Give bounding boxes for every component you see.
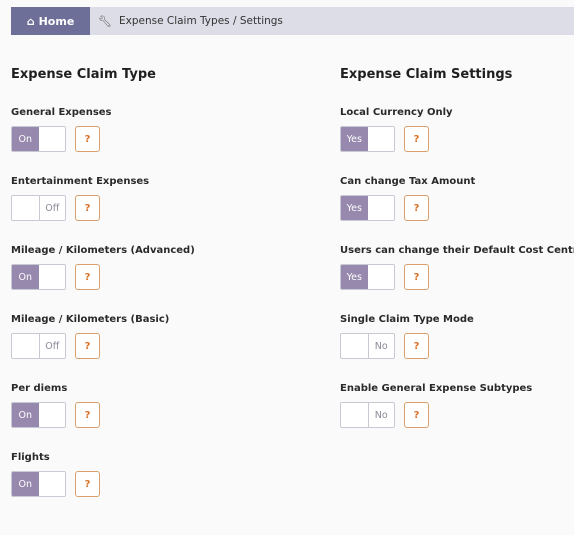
toggle-off-half [38,472,65,496]
setting-label: Per diems [11,383,68,394]
setting-controls: No? [340,333,474,359]
toggle-value: Off [45,340,60,352]
toggle-on-half: Yes [341,196,368,220]
setting-controls: On? [11,126,112,152]
setting-label: Mileage / Kilometers (Advanced) [11,245,195,256]
toggle-value: Yes [346,133,362,145]
setting-label: Single Claim Type Mode [340,314,474,325]
toggle-value: No [374,340,388,352]
toggle-mileage-kilometers-basic[interactable]: Off [11,333,66,359]
toggle-entertainment-expenses[interactable]: Off [11,195,66,221]
setting-label: Users can change their Default Cost Cent… [340,245,574,256]
toggle-per-diems[interactable]: On [11,402,66,428]
setting-controls: On? [11,471,100,497]
expense-claim-settings-title: Expense Claim Settings [340,67,513,82]
help-button[interactable]: ? [75,264,100,290]
setting-controls: On? [11,402,100,428]
setting-flights: Flights On? [11,452,100,497]
toggle-on-half [341,334,368,358]
toggle-value: On [18,409,33,421]
toggle-on-half: Yes [341,127,368,151]
setting-label: Mileage / Kilometers (Basic) [11,314,170,325]
help-button[interactable]: ? [404,333,429,359]
toggle-off-half [38,265,65,289]
setting-local-currency-only: Local Currency Only Yes? [340,107,453,152]
toggle-value: Off [45,202,60,214]
toggle-single-claim-type-mode[interactable]: No [340,333,395,359]
setting-controls: Yes? [340,126,453,152]
help-button[interactable]: ? [404,195,429,221]
toggle-off-half [367,127,394,151]
toggle-enable-general-expense-subtypes[interactable]: No [340,402,395,428]
help-button[interactable]: ? [404,264,429,290]
toggle-value: Yes [346,202,362,214]
setting-label: General Expenses [11,107,112,118]
setting-entertainment-expenses: Entertainment Expenses Off? [11,176,149,221]
toggle-on-half [12,334,39,358]
setting-general-expenses: General Expenses On? [11,107,112,152]
setting-per-diems: Per diems On? [11,383,100,428]
toggle-value: On [18,478,33,490]
breadcrumb-path-text: Expense Claim Types / Settings [118,15,283,27]
setting-label: Local Currency Only [340,107,453,118]
toggle-on-half: Yes [341,265,368,289]
setting-controls: Off? [11,333,169,359]
setting-controls: On? [11,264,195,290]
help-button[interactable]: ? [75,402,100,428]
toggle-on-half: On [12,403,39,427]
toggle-mileage-kilometers-advanced[interactable]: On [11,264,66,290]
toggle-off-half: No [367,334,394,358]
help-button[interactable]: ? [75,471,100,497]
setting-label: Enable General Expense Subtypes [340,383,533,394]
toggle-users-can-change-their-default-cost-centre[interactable]: Yes [340,264,395,290]
toggle-on-half: On [12,265,39,289]
setting-enable-general-expense-subtypes: Enable General Expense Subtypes No? [340,383,532,428]
setting-can-change-tax-amount: Can change Tax Amount Yes? [340,176,475,221]
toggle-general-expenses[interactable]: On [11,126,66,152]
toggle-on-half: On [12,472,39,496]
toggle-local-currency-only[interactable]: Yes [340,126,395,152]
toggle-can-change-tax-amount[interactable]: Yes [340,195,395,221]
breadcrumb: ⌂ Home 🔧︎ Expense Claim Types / Settings [11,7,574,35]
setting-controls: Yes? [340,264,574,290]
breadcrumb-path: 🔧︎ Expense Claim Types / Settings [98,15,283,28]
help-button[interactable]: ? [75,333,100,359]
home-button[interactable]: ⌂ Home [11,7,90,35]
toggle-on-half [341,403,368,427]
help-button[interactable]: ? [75,126,100,152]
toggle-off-half: Off [38,196,65,220]
help-button[interactable]: ? [404,402,429,428]
help-button[interactable]: ? [75,195,100,221]
setting-mileage-kilometers-basic: Mileage / Kilometers (Basic) Off? [11,314,169,359]
setting-controls: Yes? [340,195,475,221]
toggle-flights[interactable]: On [11,471,66,497]
toggle-off-half [38,127,65,151]
expense-claim-type-title: Expense Claim Type [11,67,156,82]
setting-label: Entertainment Expenses [11,176,150,187]
setting-mileage-kilometers-advanced: Mileage / Kilometers (Advanced) On? [11,245,195,290]
setting-users-can-change-their-default-cost-centre: Users can change their Default Cost Cent… [340,245,574,290]
toggle-value: On [18,133,33,145]
setting-controls: Off? [11,195,149,221]
toggle-off-half [38,403,65,427]
wrench-icon: 🔧︎ [98,14,112,28]
setting-controls: No? [340,402,532,428]
toggle-value: On [18,271,33,283]
setting-label: Flights [11,452,50,463]
help-button[interactable]: ? [404,126,429,152]
toggle-value: No [374,409,388,421]
toggle-on-half [12,196,39,220]
toggle-value: Yes [346,271,362,283]
toggle-off-half [367,196,394,220]
setting-label: Can change Tax Amount [340,176,476,187]
toggle-off-half: Off [38,334,65,358]
toggle-on-half: On [12,127,39,151]
toggle-off-half [367,265,394,289]
home-label: Home [38,14,75,28]
home-icon: ⌂ [26,14,35,28]
toggle-off-half: No [367,403,394,427]
setting-single-claim-type-mode: Single Claim Type Mode No? [340,314,474,359]
